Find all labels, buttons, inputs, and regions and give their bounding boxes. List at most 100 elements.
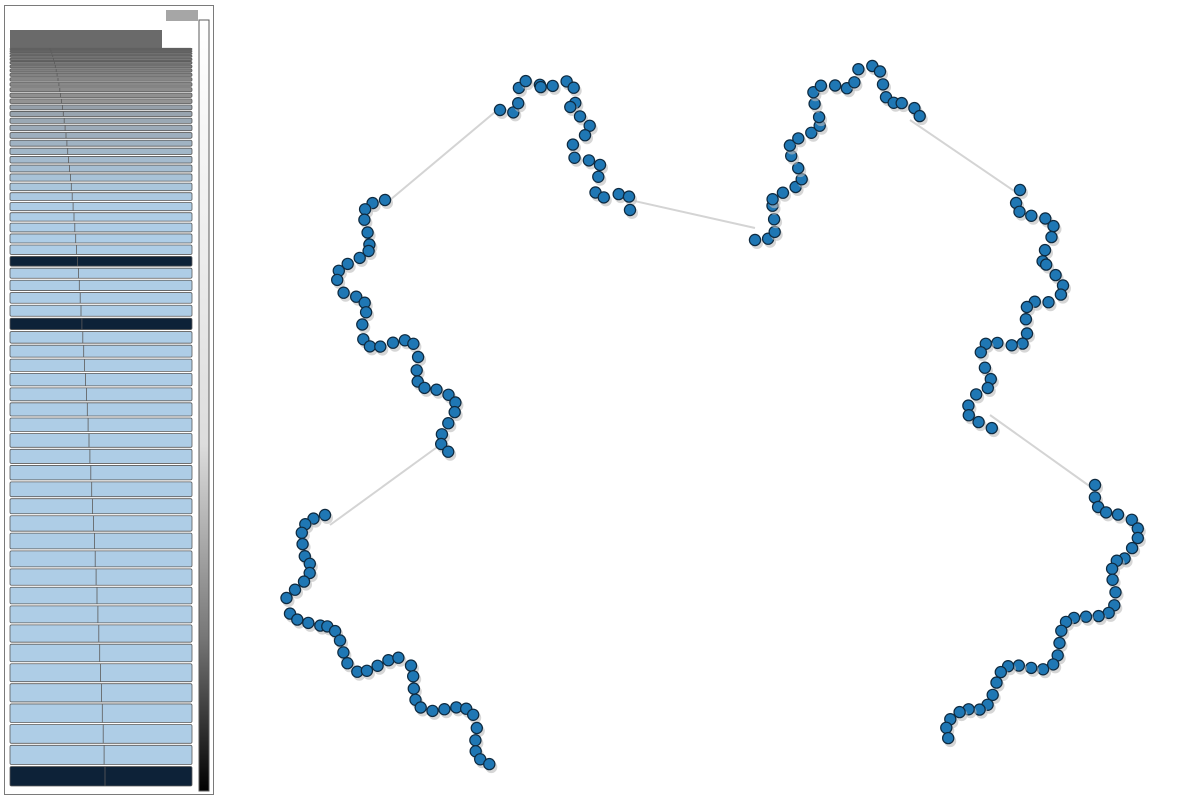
sidebar-row[interactable] bbox=[9, 222, 193, 233]
graph-node[interactable] bbox=[1039, 212, 1052, 225]
graph-node[interactable] bbox=[410, 364, 423, 377]
graph-node[interactable] bbox=[470, 721, 483, 735]
graph-node[interactable] bbox=[512, 96, 525, 110]
sidebar-row[interactable] bbox=[9, 87, 193, 93]
graph-node[interactable] bbox=[371, 659, 384, 673]
graph-node[interactable] bbox=[985, 421, 999, 435]
sidebar-row[interactable] bbox=[9, 164, 193, 173]
sidebar-row[interactable] bbox=[9, 304, 193, 317]
graph-node[interactable] bbox=[333, 634, 347, 647]
sidebar-row[interactable] bbox=[9, 448, 193, 464]
sidebar-row[interactable] bbox=[9, 417, 193, 432]
graph-node[interactable] bbox=[358, 213, 371, 226]
graph-node[interactable] bbox=[812, 110, 826, 124]
graph-node[interactable] bbox=[986, 688, 999, 702]
sidebar-row[interactable] bbox=[9, 202, 193, 212]
graph-node[interactable] bbox=[1049, 268, 1062, 282]
graph-node[interactable] bbox=[592, 170, 605, 183]
graph-node[interactable] bbox=[612, 187, 625, 201]
sidebar-row[interactable] bbox=[9, 532, 193, 550]
graph-node[interactable] bbox=[297, 575, 311, 588]
graph-node[interactable] bbox=[411, 350, 425, 364]
graph-node[interactable] bbox=[1111, 508, 1125, 521]
graph-node[interactable] bbox=[407, 337, 420, 350]
graph-node[interactable] bbox=[442, 388, 455, 401]
graph-node[interactable] bbox=[567, 81, 580, 94]
graph-node[interactable] bbox=[362, 244, 375, 258]
graph-node[interactable] bbox=[288, 583, 302, 596]
sidebar-row[interactable] bbox=[9, 57, 193, 61]
graph-node[interactable] bbox=[1079, 610, 1093, 623]
graph-node[interactable] bbox=[962, 409, 976, 422]
graph-node[interactable] bbox=[469, 734, 482, 747]
sidebar-row[interactable] bbox=[9, 98, 193, 104]
graph-node[interactable] bbox=[1099, 506, 1113, 519]
graph-node[interactable] bbox=[913, 109, 926, 123]
sidebar-row[interactable] bbox=[9, 192, 193, 201]
sidebar-row[interactable] bbox=[9, 124, 193, 132]
sidebar-row[interactable] bbox=[9, 52, 193, 55]
sidebar-row[interactable] bbox=[9, 292, 193, 304]
graph-node[interactable] bbox=[378, 193, 392, 207]
graph-node[interactable] bbox=[280, 591, 293, 605]
sidebar-row[interactable] bbox=[9, 317, 193, 330]
graph-node[interactable] bbox=[1047, 219, 1060, 233]
sidebar-row[interactable] bbox=[9, 92, 193, 98]
graph-node[interactable] bbox=[407, 682, 420, 695]
graph-node[interactable] bbox=[622, 190, 636, 203]
graph-node[interactable] bbox=[337, 286, 350, 299]
graph-node[interactable] bbox=[564, 100, 577, 114]
sidebar-row[interactable] bbox=[9, 173, 193, 182]
sidebar-row[interactable] bbox=[9, 550, 193, 568]
graph-node[interactable] bbox=[1036, 663, 1050, 676]
graph-node[interactable] bbox=[978, 361, 992, 374]
graph-node[interactable] bbox=[359, 306, 373, 319]
graph-node[interactable] bbox=[766, 192, 779, 206]
graph-node[interactable] bbox=[568, 151, 581, 164]
graph-node[interactable] bbox=[1053, 636, 1066, 650]
sidebar-row[interactable] bbox=[9, 47, 193, 51]
sidebar-row[interactable] bbox=[9, 344, 193, 358]
sidebar-row[interactable] bbox=[9, 515, 193, 532]
graph-node[interactable] bbox=[1038, 243, 1052, 257]
graph-node[interactable] bbox=[895, 96, 908, 110]
graph-node[interactable] bbox=[748, 233, 762, 247]
sidebar-row[interactable] bbox=[9, 117, 193, 124]
graph-node[interactable] bbox=[972, 415, 985, 429]
graph-node[interactable] bbox=[1054, 288, 1068, 301]
graph-node[interactable] bbox=[990, 676, 1003, 689]
sidebar-row[interactable] bbox=[9, 212, 193, 222]
graph-node[interactable] bbox=[341, 657, 354, 670]
graph-node[interactable] bbox=[1105, 562, 1119, 576]
sidebar-row[interactable] bbox=[9, 724, 193, 744]
graph-node[interactable] bbox=[1020, 327, 1034, 340]
sidebar-row[interactable] bbox=[9, 104, 193, 111]
sidebar-row[interactable] bbox=[9, 256, 193, 267]
graph-node[interactable] bbox=[876, 78, 890, 91]
graph-node[interactable] bbox=[852, 62, 865, 76]
graph-node[interactable] bbox=[805, 126, 818, 140]
graph-node[interactable] bbox=[1106, 573, 1119, 587]
graph-node[interactable] bbox=[1019, 313, 1033, 326]
graph-node[interactable] bbox=[767, 212, 781, 226]
graph-node[interactable] bbox=[493, 103, 507, 117]
sidebar-row[interactable] bbox=[9, 267, 193, 279]
graph-node[interactable] bbox=[1125, 513, 1139, 527]
graph-node[interactable] bbox=[1131, 531, 1145, 545]
sidebar-row[interactable] bbox=[9, 481, 193, 498]
sidebar-row[interactable] bbox=[9, 358, 193, 372]
graph-node[interactable] bbox=[970, 388, 983, 401]
sidebar-row[interactable] bbox=[9, 156, 193, 164]
sidebar-row[interactable] bbox=[9, 61, 193, 65]
graph-node[interactable] bbox=[783, 139, 797, 152]
graph-node[interactable] bbox=[374, 340, 387, 353]
sidebar-row[interactable] bbox=[9, 49, 193, 53]
graph-node[interactable] bbox=[828, 79, 842, 92]
graph-node[interactable] bbox=[466, 708, 480, 722]
sidebar-row[interactable] bbox=[9, 402, 193, 417]
sidebar-row[interactable] bbox=[9, 279, 193, 291]
graph-node[interactable] bbox=[392, 651, 405, 664]
graph-node[interactable] bbox=[291, 613, 304, 626]
sidebar-row[interactable] bbox=[9, 72, 193, 77]
graph-node[interactable] bbox=[1092, 609, 1105, 623]
